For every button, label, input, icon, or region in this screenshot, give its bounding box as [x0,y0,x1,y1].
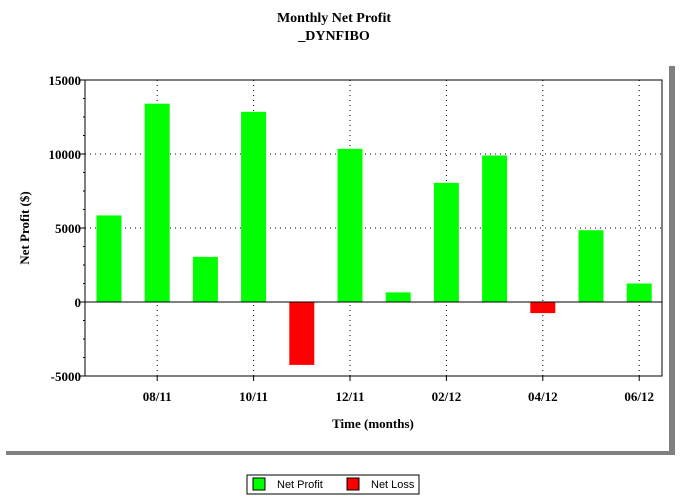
bar-profit [626,283,652,302]
y-axis-label: Net Profit ($) [17,191,32,264]
bar-profit [96,215,122,302]
legend-label-loss: Net Loss [371,479,415,491]
bar-profit [433,182,459,302]
x-tick-label: 10/11 [239,389,268,404]
legend: Net Profit Net Loss [246,474,420,495]
x-tick-label: 06/12 [624,389,654,404]
legend-swatch-profit [252,477,266,491]
y-tick-label: 5000 [55,221,81,236]
bars [96,103,652,365]
y-tick-label: 10000 [49,147,82,162]
x-axis-ticks: 08/11 10/11 12/11 02/12 04/12 06/12 [143,376,654,404]
legend-label-profit: Net Profit [277,479,323,491]
y-tick-label: 15000 [49,73,82,88]
y-tick-label: -5000 [51,369,81,384]
x-tick-label: 08/11 [143,389,172,404]
bar-profit [337,148,363,302]
x-axis-label: Time (months) [332,416,414,431]
legend-swatch-loss [346,477,360,491]
y-tick-label: 0 [75,295,82,310]
legend-box [246,474,420,495]
chart-subtitle: _DYNFIBO [297,29,370,44]
bar-profit [578,230,604,302]
chart-title: Monthly Net Profit [277,11,391,26]
y-axis-ticks: -5000 0 5000 10000 15000 [49,73,85,384]
x-tick-label: 12/11 [336,389,365,404]
bar-profit [192,256,218,302]
x-tick-label: 04/12 [528,389,558,404]
bar-loss [530,302,556,314]
x-tick-label: 02/12 [432,389,462,404]
bar-profit [144,103,170,303]
bar-loss [289,302,315,365]
bar-profit [482,155,508,302]
bar-profit [241,111,267,302]
bar-profit [385,292,411,302]
